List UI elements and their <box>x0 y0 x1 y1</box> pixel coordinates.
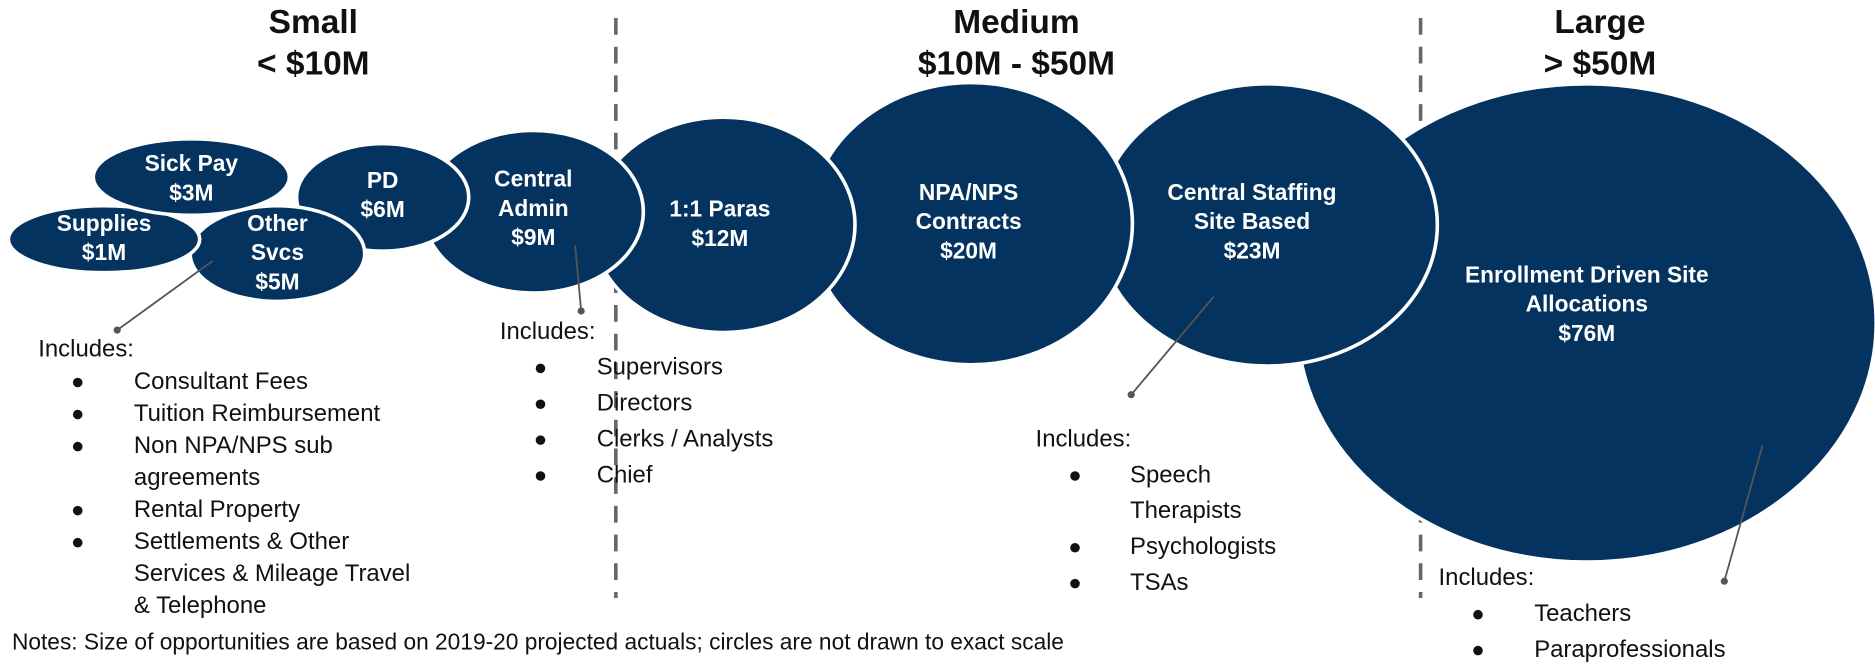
includes-item: Psychologists <box>1130 533 1276 560</box>
bubble-amount: $5M <box>255 268 299 294</box>
section-title: Medium <box>953 4 1079 41</box>
notes: Notes: Size of opportunities are based o… <box>12 628 1064 654</box>
bubble-amount: $9M <box>511 224 555 250</box>
includes-item: agreements <box>134 464 260 491</box>
bubble-label: Supplies <box>57 210 152 236</box>
includes-item: Clerks / Analysts <box>597 425 774 452</box>
bubble-amount: $76M <box>1558 320 1615 346</box>
bubbles <box>6 80 1875 564</box>
section-range: $10M - $50M <box>918 46 1115 83</box>
section-title: Small <box>269 4 358 41</box>
bubble-label: Allocations <box>1526 291 1648 317</box>
connector-dot <box>113 326 121 334</box>
includes-item: Tuition Reimbursement <box>134 400 381 427</box>
includes-heading: Includes: <box>38 336 134 363</box>
connector-dot <box>577 307 585 315</box>
bubble-label: Site Based <box>1194 208 1310 234</box>
bullet <box>1070 471 1080 481</box>
connector-dot <box>1720 577 1728 585</box>
connector <box>1723 444 1764 582</box>
includes-item: & Telephone <box>134 592 267 619</box>
bubble-label: Central Staffing <box>1167 179 1336 205</box>
bubble-amount: $20M <box>940 237 997 263</box>
bubble-label: Svcs <box>251 239 304 265</box>
includes-item: Directors <box>597 390 693 417</box>
texts: Small < $10M Medium $10M - $50M Large > $50M S… <box>12 4 1764 663</box>
includes-item: Teachers <box>1534 600 1631 627</box>
bubble <box>91 136 292 218</box>
bullet <box>72 377 83 388</box>
bubble-amount: $3M <box>169 179 213 205</box>
includes-heading: Includes: <box>1439 564 1535 591</box>
bubble-label: 1:1 Paras <box>669 196 770 222</box>
includes-item: Consultant Fees <box>134 368 308 395</box>
bubble-amount: $6M <box>361 196 405 222</box>
connector <box>1130 296 1215 396</box>
includes-heading: Includes: <box>500 318 596 345</box>
bullet <box>1473 609 1483 620</box>
connector <box>574 245 583 312</box>
bubble-label: Central <box>494 166 572 192</box>
bullet <box>535 435 546 445</box>
bullet <box>72 409 83 420</box>
bubble-amount: $23M <box>1224 237 1281 263</box>
section-range: < $10M <box>257 46 370 83</box>
bubble-amount: $12M <box>691 225 748 251</box>
bullet <box>1473 645 1483 656</box>
bullet <box>535 363 546 374</box>
bullet <box>535 471 546 481</box>
bubble-label: Enrollment Driven Site <box>1465 261 1709 287</box>
connector-dot <box>1127 391 1135 399</box>
section-title: Large <box>1554 4 1645 41</box>
bubble <box>6 203 202 275</box>
includes-heading: Includes: <box>1036 425 1132 452</box>
includes-item: TSAs <box>1130 569 1188 596</box>
bubble-label: Other <box>247 210 308 236</box>
bubble-label: Admin <box>498 195 569 221</box>
bullet <box>535 399 546 410</box>
bubble-label: PD <box>367 167 399 193</box>
includes-item: Settlements & Other <box>134 528 349 555</box>
includes-item: Non NPA/NPS sub <box>134 432 333 459</box>
includes-item: Services & Mileage Travel <box>134 560 410 587</box>
bubble-amount: $1M <box>82 239 126 265</box>
includes-item: Therapists <box>1130 497 1242 524</box>
section-range: > $50M <box>1544 46 1657 83</box>
bullet <box>72 537 83 548</box>
bubble-label: Contracts <box>916 208 1022 234</box>
includes-item: Paraprofessionals <box>1534 636 1725 663</box>
bubble-label: Sick Pay <box>145 150 239 176</box>
bubble-label: NPA/NPS <box>919 179 1018 205</box>
includes-item: Rental Property <box>134 496 300 523</box>
bullet <box>72 505 83 516</box>
bullet <box>72 441 83 452</box>
connector <box>116 260 214 331</box>
bullet <box>1070 542 1080 553</box>
bullet <box>1070 578 1080 589</box>
includes-item: Chief <box>597 461 653 488</box>
includes-item: Speech <box>1130 461 1211 488</box>
includes-item: Supervisors <box>597 354 723 381</box>
